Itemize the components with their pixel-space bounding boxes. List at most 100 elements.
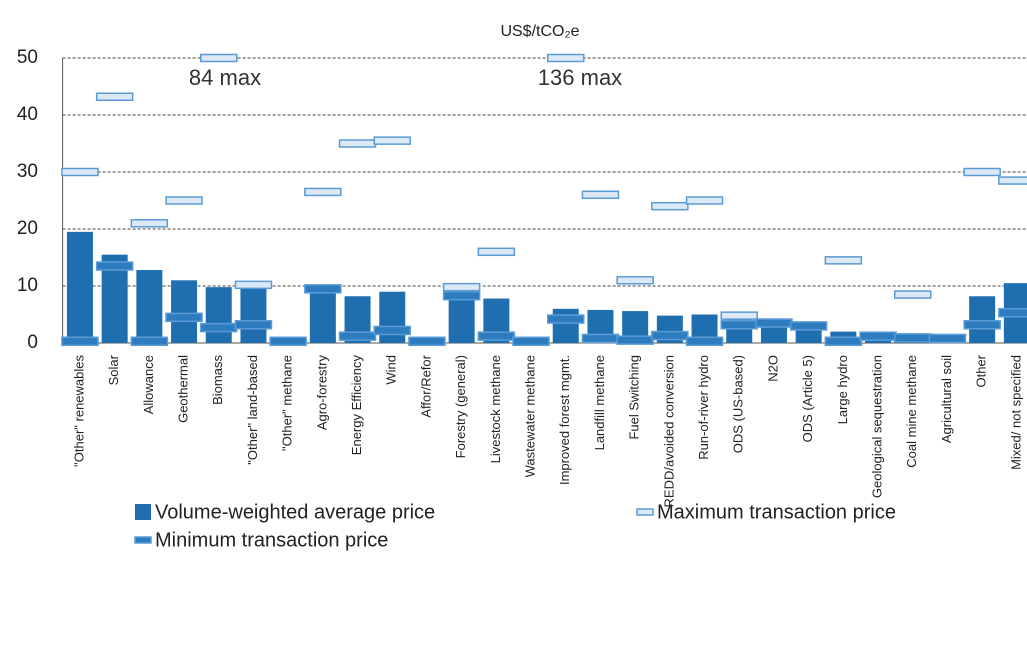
x-tick-label: ODS (Article 5): [800, 355, 815, 442]
bar: [309, 287, 336, 343]
annotation: 136 max: [538, 65, 622, 90]
max-marker: [442, 282, 481, 292]
max-marker: [547, 53, 585, 63]
x-tick-label: Energy Efficiency: [349, 355, 364, 456]
x-tick-label: Solar: [106, 354, 121, 385]
bar: [205, 287, 232, 343]
bar: [552, 308, 579, 343]
min-marker: [338, 331, 377, 341]
max-marker: [963, 167, 1001, 177]
max-marker: [824, 256, 863, 265]
min-marker: [442, 290, 481, 301]
x-tick-label: Improved forest mgmt.: [557, 355, 572, 485]
max-marker: [338, 139, 377, 148]
annotation: 84 max: [189, 65, 261, 90]
x-tick-label: "Other" methane: [280, 355, 295, 451]
x-tick-label: Large hydro: [835, 355, 850, 424]
min-marker: [685, 336, 724, 347]
max-marker: [373, 136, 411, 145]
x-tick-label: Forestry (general): [453, 355, 468, 458]
max-marker: [200, 53, 238, 63]
y-tick-label: 10: [17, 275, 38, 296]
bar: [760, 323, 787, 343]
x-tick-label: Run-of-river hydro: [696, 355, 711, 460]
bar: [66, 231, 93, 343]
x-tick-label: "Other" renewables: [71, 355, 86, 467]
legend-label: Maximum transaction price: [657, 501, 896, 523]
min-marker: [477, 331, 516, 341]
max-marker: [165, 196, 203, 205]
min-marker: [824, 336, 863, 347]
x-tick-label: Wastewater methane: [522, 355, 537, 477]
min-marker: [720, 320, 758, 330]
bar: [240, 286, 267, 343]
max-marker: [685, 196, 724, 205]
min-marker: [234, 320, 273, 330]
x-tick-label: REDD/avoided conversion: [661, 355, 676, 507]
max-marker: [61, 167, 99, 177]
x-tick-label: Wind: [384, 355, 399, 385]
min-marker: [200, 322, 238, 333]
y-tick-label: 50: [17, 47, 38, 68]
min-marker: [616, 335, 654, 345]
bar: [379, 291, 406, 343]
min-marker: [61, 336, 99, 347]
min-marker: [304, 284, 342, 294]
max-marker: [95, 92, 134, 102]
min-marker: [998, 308, 1027, 318]
min-marker: [755, 318, 793, 328]
max-marker: [616, 276, 654, 285]
x-tick-label: Agro-forestry: [314, 355, 329, 431]
min-marker: [859, 331, 897, 341]
x-tick-label: Mixed/ not specified: [1008, 355, 1023, 470]
min-marker: [651, 330, 689, 341]
max-marker: [651, 201, 689, 211]
x-tick-label: Agricultural soil: [939, 355, 954, 443]
x-tick-label: Biomass: [210, 355, 225, 405]
x-tick-label: N2O: [765, 355, 780, 382]
y-tick-label: 40: [17, 104, 38, 125]
x-tick-label: "Other" land-based: [245, 355, 260, 465]
max-marker: [720, 311, 758, 320]
min-marker: [894, 333, 932, 343]
x-tick-label: Allowance: [141, 355, 156, 414]
x-tick-label: Geothermal: [175, 355, 190, 423]
min-marker: [963, 320, 1001, 330]
x-tick-label: Affor/Refor: [418, 354, 433, 417]
min-marker: [581, 333, 620, 344]
x-tick-label: Coal mine methane: [904, 355, 919, 468]
max-marker: [998, 176, 1027, 185]
y-tick-label: 20: [17, 218, 38, 239]
min-marker: [130, 336, 169, 347]
y-tick-label: 30: [17, 161, 38, 182]
chart-subtitle: US$/tCO₂e: [500, 23, 579, 40]
min-marker: [928, 333, 967, 344]
legend-label: Minimum transaction price: [155, 529, 388, 551]
min-marker: [95, 261, 134, 271]
legend-swatch: [135, 504, 151, 520]
min-marker: [373, 325, 411, 336]
bar: [969, 296, 996, 343]
max-marker: [234, 280, 273, 290]
x-tick-label: Fuel Switching: [627, 355, 642, 440]
x-tick-label: ODS (US-based): [731, 355, 746, 453]
legend-swatch: [636, 508, 654, 516]
legend-label: Volume-weighted average price: [155, 501, 435, 523]
max-marker: [304, 187, 342, 197]
min-marker: [547, 314, 585, 324]
max-marker: [581, 190, 620, 200]
bar: [136, 270, 163, 343]
bar: [171, 280, 198, 343]
min-marker: [512, 336, 550, 347]
min-marker: [408, 336, 446, 347]
x-tick-label: Geological sequestration: [869, 355, 884, 498]
min-marker: [165, 312, 203, 323]
legend-swatch: [134, 536, 152, 544]
max-marker: [477, 247, 516, 257]
x-tick-label: Other: [974, 354, 989, 387]
y-tick-label: 0: [27, 332, 38, 353]
min-marker: [789, 321, 828, 331]
max-marker: [130, 219, 169, 228]
max-marker: [894, 290, 932, 299]
